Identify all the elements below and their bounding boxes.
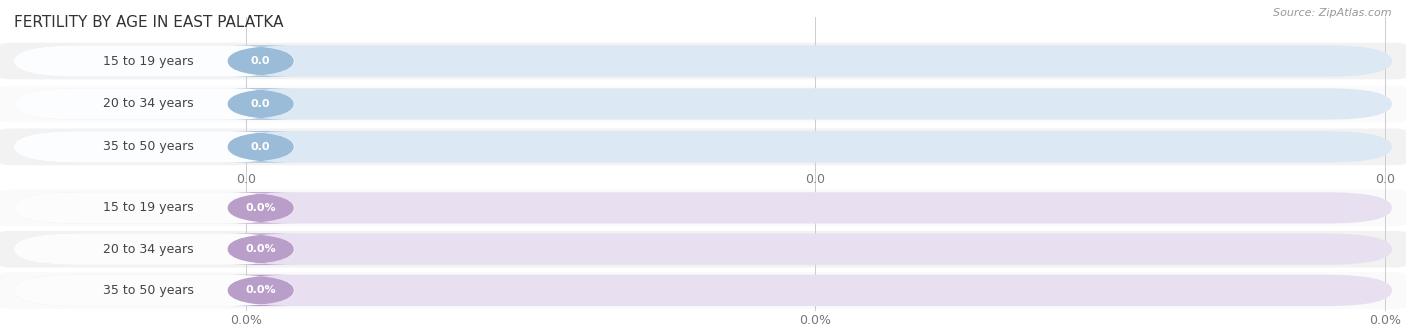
FancyBboxPatch shape <box>14 192 294 224</box>
Text: 0.0%: 0.0% <box>1369 314 1400 327</box>
Text: 35 to 50 years: 35 to 50 years <box>103 140 194 153</box>
FancyBboxPatch shape <box>226 234 294 265</box>
Text: 0.0%: 0.0% <box>231 314 262 327</box>
FancyBboxPatch shape <box>226 275 294 306</box>
FancyBboxPatch shape <box>0 85 1406 122</box>
Text: 20 to 34 years: 20 to 34 years <box>103 243 194 256</box>
FancyBboxPatch shape <box>14 88 294 119</box>
FancyBboxPatch shape <box>14 275 1392 306</box>
FancyBboxPatch shape <box>14 45 1392 77</box>
Text: Source: ZipAtlas.com: Source: ZipAtlas.com <box>1274 8 1392 18</box>
FancyBboxPatch shape <box>14 88 1392 119</box>
FancyBboxPatch shape <box>226 45 294 77</box>
Text: 0.0: 0.0 <box>250 142 270 152</box>
FancyBboxPatch shape <box>14 45 294 77</box>
FancyBboxPatch shape <box>0 189 1406 226</box>
Text: 0.0: 0.0 <box>236 173 256 186</box>
FancyBboxPatch shape <box>0 231 1406 267</box>
Text: 0.0%: 0.0% <box>246 285 276 295</box>
Text: 0.0%: 0.0% <box>246 203 276 213</box>
Text: 0.0: 0.0 <box>1375 173 1395 186</box>
FancyBboxPatch shape <box>14 192 1392 224</box>
Text: 15 to 19 years: 15 to 19 years <box>103 54 194 68</box>
Text: 0.0: 0.0 <box>806 173 825 186</box>
FancyBboxPatch shape <box>226 88 294 119</box>
Text: 35 to 50 years: 35 to 50 years <box>103 284 194 297</box>
Text: 0.0%: 0.0% <box>246 244 276 254</box>
FancyBboxPatch shape <box>14 234 1392 265</box>
FancyBboxPatch shape <box>226 192 294 224</box>
FancyBboxPatch shape <box>0 272 1406 309</box>
Text: FERTILITY BY AGE IN EAST PALATKA: FERTILITY BY AGE IN EAST PALATKA <box>14 15 284 30</box>
FancyBboxPatch shape <box>14 234 294 265</box>
FancyBboxPatch shape <box>14 131 294 162</box>
FancyBboxPatch shape <box>0 43 1406 80</box>
Text: 0.0: 0.0 <box>250 99 270 109</box>
Text: 0.0: 0.0 <box>250 56 270 66</box>
FancyBboxPatch shape <box>0 128 1406 165</box>
Text: 0.0%: 0.0% <box>800 314 831 327</box>
FancyBboxPatch shape <box>14 131 1392 162</box>
FancyBboxPatch shape <box>14 275 294 306</box>
Text: 20 to 34 years: 20 to 34 years <box>103 97 194 111</box>
FancyBboxPatch shape <box>226 131 294 162</box>
Text: 15 to 19 years: 15 to 19 years <box>103 201 194 214</box>
